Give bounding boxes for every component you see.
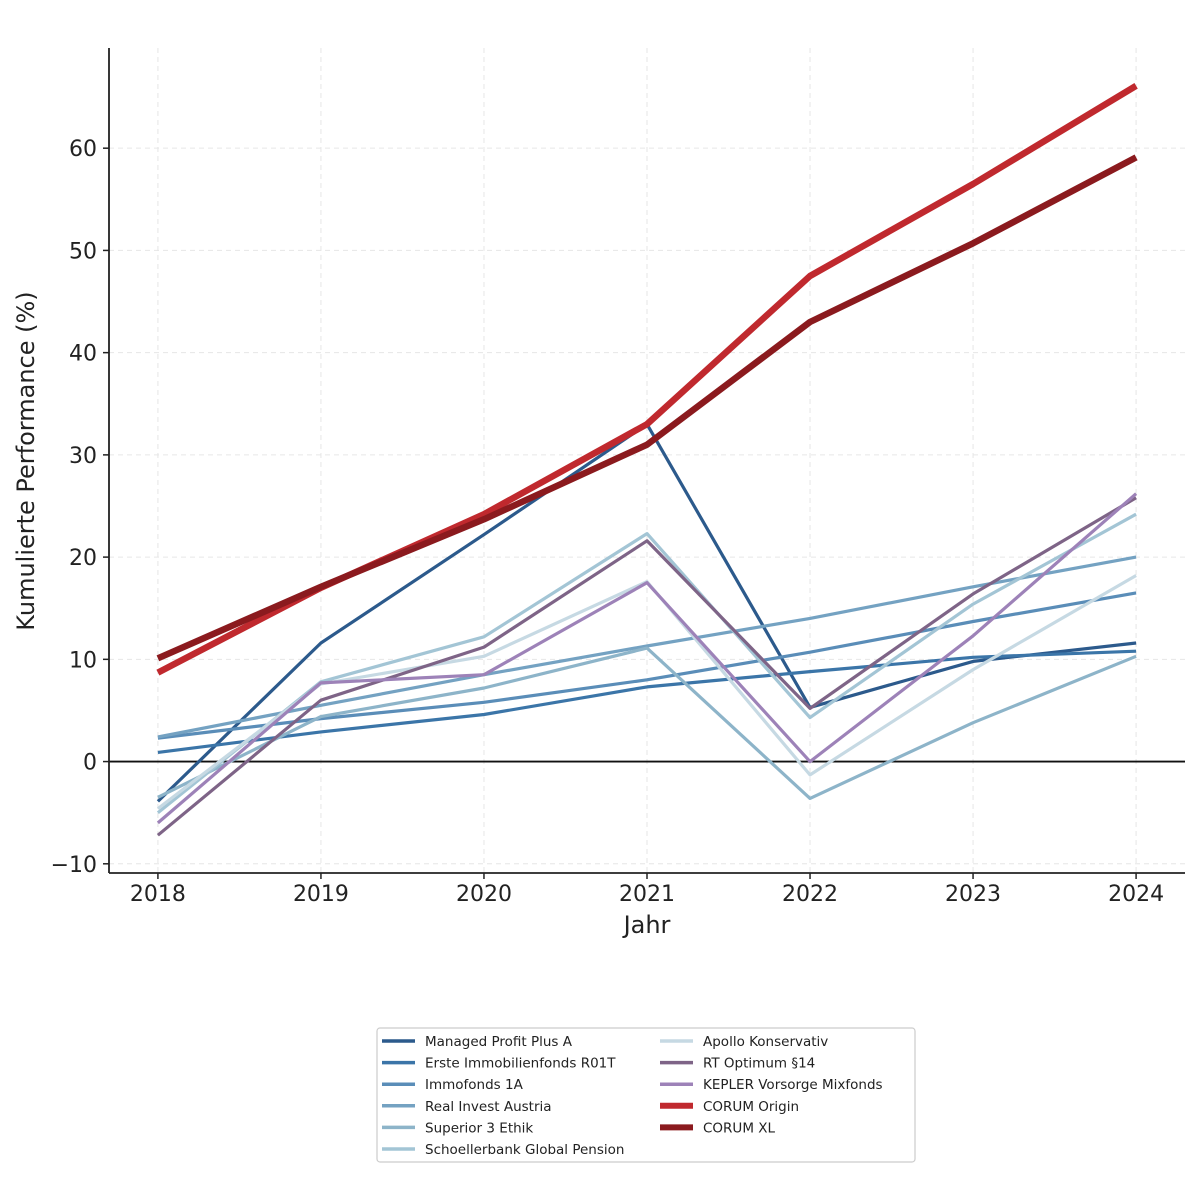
y-tick-label: −10 <box>51 853 97 878</box>
legend-label: KEPLER Vorsorge Mixfonds <box>703 1077 883 1093</box>
series-line <box>157 646 1137 801</box>
series-line <box>156 492 1138 825</box>
y-tick-label: 60 <box>69 137 97 162</box>
legend-label: Schoellerbank Global Pension <box>425 1142 624 1158</box>
legend-label: CORUM Origin <box>703 1099 799 1115</box>
x-tick-label: 2018 <box>130 882 186 907</box>
legend-box <box>376 1027 916 1163</box>
x-tick-label: 2020 <box>456 882 512 907</box>
x-tick-label: 2024 <box>1108 882 1164 907</box>
x-tick-label: 2022 <box>782 882 838 907</box>
series-line <box>157 555 1137 739</box>
x-tick-label: 2019 <box>293 882 349 907</box>
legend-label: Erste Immobilienfonds R01T <box>425 1056 616 1072</box>
grid <box>109 48 1185 873</box>
x-tick-label: 2021 <box>619 882 675 907</box>
series-line <box>156 496 1137 837</box>
series-line <box>157 591 1137 740</box>
y-tick-label: 10 <box>69 648 97 673</box>
series-line <box>156 154 1138 662</box>
legend-label: RT Optimum §14 <box>703 1056 815 1072</box>
y-tick-label: 50 <box>69 239 97 264</box>
y-tick-label: 30 <box>69 444 97 469</box>
y-tick-label: 40 <box>69 342 97 367</box>
y-tick-label: 20 <box>69 546 97 571</box>
legend-label: CORUM XL <box>703 1120 776 1136</box>
y-axis-label: Kumulierte Performance (%) <box>12 291 40 630</box>
x-axis-label: Jahr <box>622 911 671 939</box>
series-lines <box>156 83 1138 837</box>
legend: Managed Profit Plus A Erste Immobilienfon… <box>376 1027 916 1163</box>
axes: −10 0 10 20 30 40 50 60 2018 2019 2020 2021 2022 2023… <box>51 48 1185 907</box>
x-tick-label: 2023 <box>945 882 1001 907</box>
legend-label: Immofonds 1A <box>425 1077 524 1093</box>
legend-label: Real Invest Austria <box>425 1099 552 1115</box>
legend-label: Apollo Konservativ <box>703 1034 828 1050</box>
legend-label: Superior 3 Ethik <box>425 1120 533 1136</box>
legend-label: Managed Profit Plus A <box>425 1034 573 1050</box>
y-tick-label: 0 <box>83 751 97 776</box>
series-line <box>157 649 1137 754</box>
